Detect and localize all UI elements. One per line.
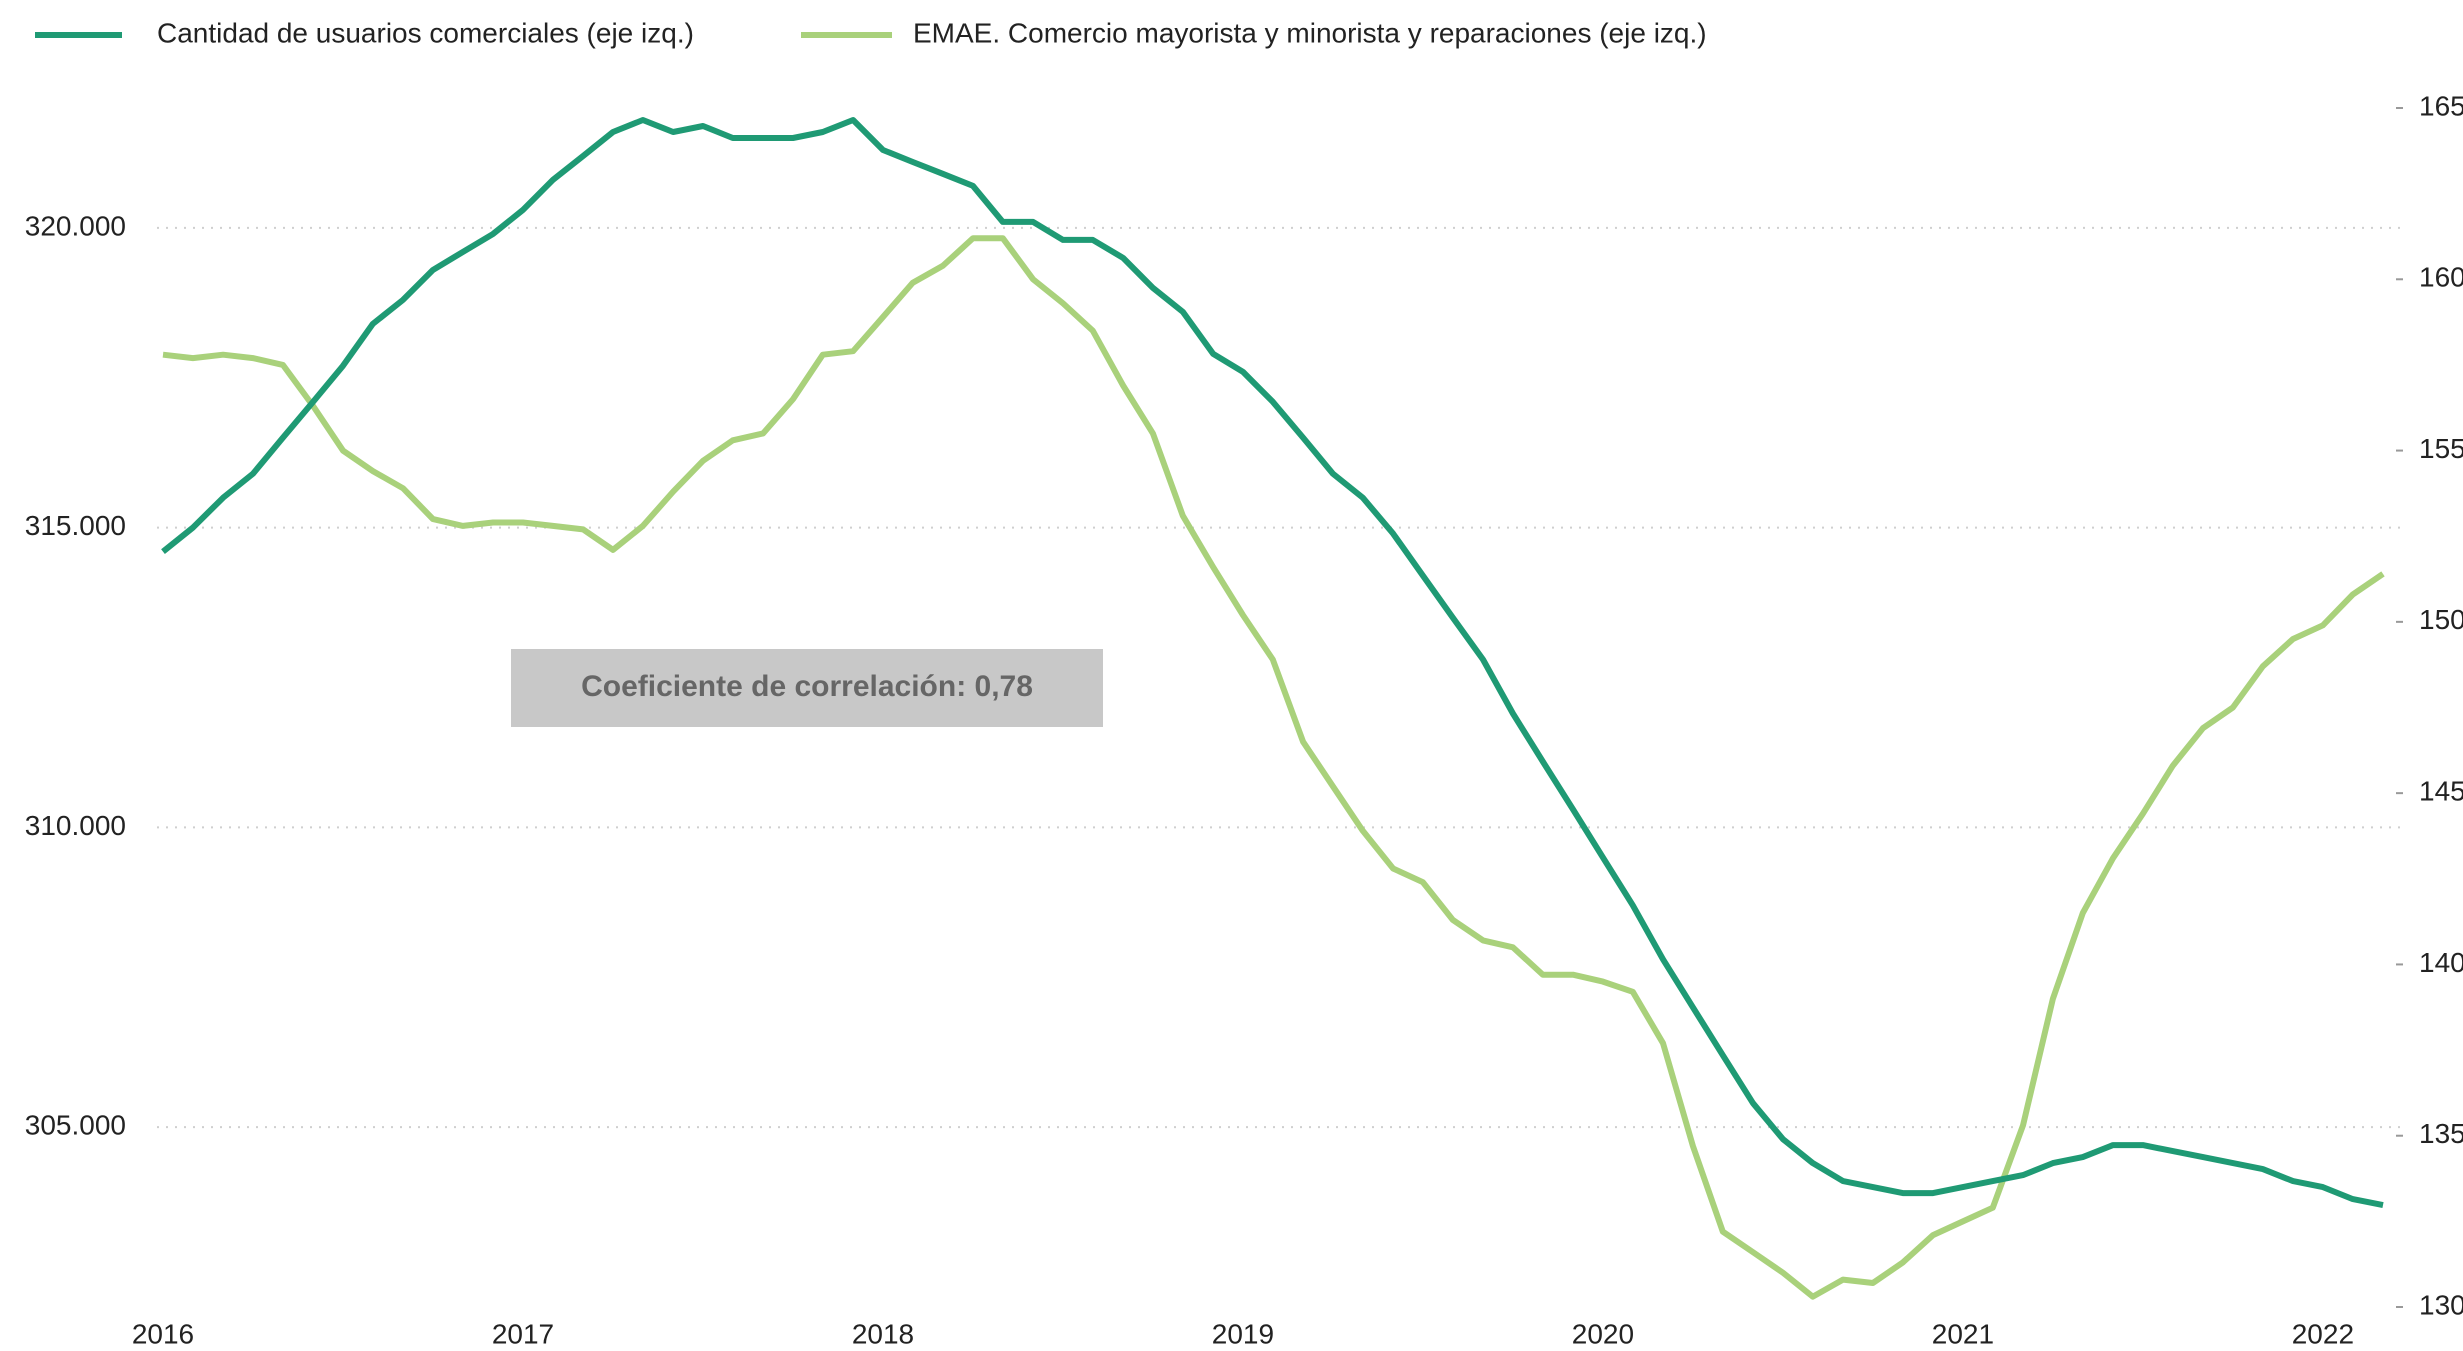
series-line: [162, 235, 2385, 1300]
y2-tick-label: 150: [2419, 604, 2463, 635]
legend-label: EMAE. Comercio mayorista y minorista y r…: [913, 17, 1707, 48]
x-tick-label: 2019: [1212, 1318, 1274, 1349]
y2-tick-label: 135: [2419, 1118, 2463, 1149]
legend-label: Cantidad de usuarios comerciales (eje iz…: [157, 17, 694, 48]
x-tick-label: 2017: [492, 1318, 554, 1349]
x-tick-label: 2021: [1932, 1318, 1994, 1349]
y2-tick-label: 155: [2419, 433, 2463, 464]
y2-tick-label: 140: [2419, 947, 2463, 978]
annotation: Coeficiente de correlación: 0,78: [581, 670, 1033, 703]
y2-tick-label: 160: [2419, 262, 2463, 293]
y-tick-label: 320.000: [25, 210, 126, 241]
x-tick-label: 2022: [2292, 1318, 2354, 1349]
y2-tick-label: 130: [2419, 1289, 2463, 1320]
x-tick-label: 2020: [1572, 1318, 1634, 1349]
y2-tick-label: 145: [2419, 776, 2463, 807]
annotation-box: [511, 649, 1103, 727]
y-tick-label: 315.000: [25, 510, 126, 541]
y-tick-label: 305.000: [25, 1110, 126, 1141]
series-line: [161, 117, 2384, 1209]
x-tick-label: 2018: [852, 1318, 914, 1349]
y2-tick-label: 165: [2419, 90, 2463, 121]
y-tick-label: 310.000: [25, 810, 126, 841]
x-tick-label: 2016: [132, 1318, 194, 1349]
